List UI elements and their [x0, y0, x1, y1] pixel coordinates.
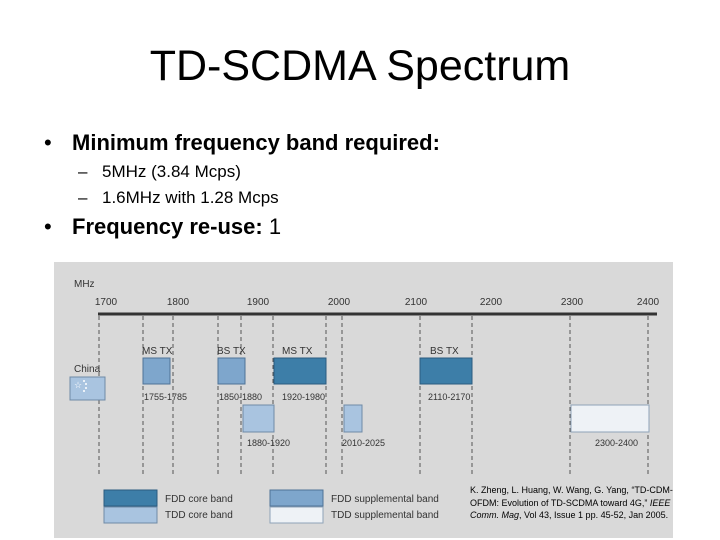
band-label-ms-tx: MS TX: [142, 346, 173, 357]
guide-lines: [98, 316, 649, 476]
legend-label: TDD supplemental band: [331, 510, 439, 521]
bullet-dot: •: [44, 130, 52, 155]
fdd-core-band: [419, 357, 473, 385]
flag-small-stars-icon: [83, 380, 87, 392]
tdd-supplemental-band: [570, 404, 650, 433]
tick-label: 1800: [167, 297, 190, 308]
legend-label: FDD core band: [165, 494, 233, 505]
band-range: 2010-2025: [342, 438, 385, 448]
tdd-core-band: [242, 404, 275, 433]
bullet-label: Frequency re-use:: [72, 214, 263, 239]
fdd-supplemental-band: [142, 357, 171, 385]
band-range: 2110-2170: [428, 392, 470, 402]
legend-label: TDD core band: [165, 510, 233, 521]
band-label-ms-tx: MS TX: [282, 346, 313, 357]
legend-label: FDD supplemental band: [331, 494, 439, 505]
band-label-bs-tx: BS TX: [430, 346, 459, 357]
band-range: 1920-1980: [282, 392, 325, 402]
legend-swatch-tdd-core: [103, 506, 158, 524]
band-range: 2300-2400: [595, 438, 638, 448]
spectrum-figure: MHz 1700 1800 1900 2000 2100 2200 2300 2…: [54, 262, 673, 538]
ref-journal: IEEE Comm. Mag: [470, 497, 671, 521]
tdd-core-band: [343, 404, 363, 433]
band-label-bs-tx: BS TX: [217, 346, 246, 357]
sub-text: 1.6MHz with 1.28 Mcps: [102, 188, 279, 207]
legend-swatch-fdd-supplemental: [269, 489, 324, 507]
reference-citation: K. Zheng, L. Huang, W. Wang, G. Yang, “T…: [470, 484, 675, 522]
bullet-value: 1: [262, 214, 282, 239]
sub-bullet-5mhz: –5MHz (3.84 Mcps): [78, 162, 241, 182]
bullet-label: Minimum frequency band required:: [72, 130, 440, 155]
legend-swatch-tdd-supplemental: [269, 506, 324, 524]
region-label: China: [74, 364, 101, 375]
tick-label: 2300: [561, 297, 584, 308]
ref-authors: K. Zheng, L. Huang, W. Wang, G. Yang,: [470, 485, 629, 495]
slide-title: TD-SCDMA Spectrum: [149, 42, 571, 90]
tick-label: 1900: [247, 297, 270, 308]
bullet-dot: •: [44, 214, 52, 239]
bullet-min-band: • Minimum frequency band required:: [44, 130, 440, 156]
band-range: 1850-1880: [219, 392, 262, 402]
flag-star-icon: ☆: [74, 380, 82, 390]
sub-dash: –: [78, 188, 88, 207]
bullet-reuse: • Frequency re-use: 1: [44, 214, 281, 240]
tick-label: 2100: [405, 297, 428, 308]
fdd-core-band: [273, 357, 327, 385]
china-flag-icon: [69, 376, 106, 401]
band-range: 1880-1920: [247, 438, 290, 448]
tick-label: 1700: [95, 297, 118, 308]
ref-paper: “TD-CDM-OFDM: Evolution of TD-SCDMA towa…: [470, 485, 673, 508]
tick-label: 2400: [637, 297, 660, 308]
tick-label: 2200: [480, 297, 503, 308]
spectrum-diagram: MHz 1700 1800 1900 2000 2100 2200 2300 2…: [69, 279, 660, 524]
legend-swatch-fdd-core: [103, 489, 158, 507]
ref-details: , Vol 43, Issue 1 pp. 45-52, Jan 2005.: [519, 510, 669, 520]
sub-text: 5MHz (3.84 Mcps): [102, 162, 241, 181]
unit-label: MHz: [74, 279, 95, 290]
sub-bullet-1-6mhz: –1.6MHz with 1.28 Mcps: [78, 188, 279, 208]
fdd-supplemental-band: [217, 357, 246, 385]
sub-dash: –: [78, 162, 88, 181]
band-range: 1755-1785: [144, 392, 187, 402]
tick-label: 2000: [328, 297, 351, 308]
